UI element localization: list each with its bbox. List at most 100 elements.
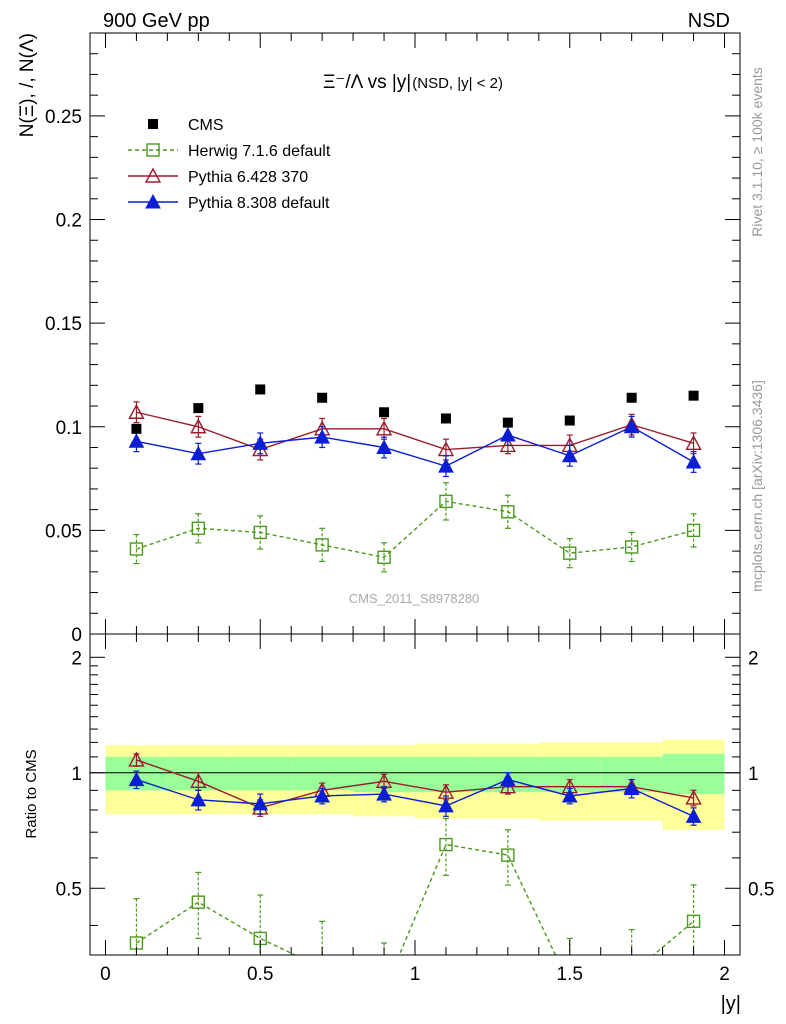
main-cms-point <box>440 413 451 424</box>
legend-marker <box>146 143 160 157</box>
ratio-pythia8-point <box>128 771 145 787</box>
ratio-herwig-point <box>626 967 638 979</box>
ratio-pythia8-point <box>376 786 392 801</box>
main-y-tick-label: 0.25 <box>45 107 82 128</box>
main-cms-point <box>193 403 204 414</box>
main-pythia6-point <box>685 434 702 451</box>
ratio-pythia8-line <box>136 778 694 817</box>
main-y-tick-label: 0.1 <box>56 418 82 439</box>
ratio-pythia6-line <box>136 759 694 809</box>
legend-marker <box>145 193 161 209</box>
plot-title-main: Ξ⁻/Λ vs |y| <box>323 72 411 93</box>
legend-marker <box>148 119 158 129</box>
ratio-band-inner <box>662 753 725 795</box>
ratio-pythia6-point <box>499 778 517 794</box>
main-pythia6-point <box>128 403 145 419</box>
main-y-tick-label: 0.15 <box>45 314 82 335</box>
plot-title: Ξ⁻/Λ vs |y|(NSD, |y| < 2) <box>323 72 503 93</box>
x-axis-label: |y| <box>721 993 741 1015</box>
main-pythia8-point <box>500 426 516 442</box>
legend-label: Herwig 7.1.6 default <box>188 143 331 160</box>
main-cms-series <box>131 384 699 434</box>
ratio-herwig-series <box>129 817 701 997</box>
main-herwig-point <box>191 521 206 536</box>
main-pythia8-point <box>128 433 145 448</box>
main-herwig-series <box>129 482 701 573</box>
legend-label: Pythia 6.428 370 <box>188 169 308 186</box>
ratio-x-tick-label: 2 <box>719 964 730 985</box>
ratio-pythia8-point <box>438 797 454 813</box>
main-cms-point <box>502 417 513 428</box>
main-cms-point <box>688 390 699 401</box>
ratio-herwig-point <box>501 848 515 862</box>
ratio-ticks <box>90 634 740 955</box>
rivet-label: Rivet 3.1.10, ≥ 100k events <box>749 67 765 237</box>
main-cms-point <box>317 392 328 403</box>
main-herwig-point <box>501 505 515 519</box>
ratio-y-tick-label-right: 1 <box>748 764 759 785</box>
main-y-tick-labels: 0 0.05 0.1 0.15 0.2 0.25 <box>45 107 82 646</box>
ratio-herwig-point <box>316 962 328 974</box>
main-herwig-point <box>439 494 453 509</box>
header-left: 900 GeV pp <box>103 10 210 32</box>
legend-item-herwig: Herwig 7.1.6 default <box>128 143 331 160</box>
svg-text:Ξ⁻/Λ vs |y|(NSD, |y| < 2): Ξ⁻/Λ vs |y|(NSD, |y| < 2) <box>323 72 503 93</box>
ratio-pythia6-point <box>190 772 207 789</box>
legend: CMS Herwig 7.1.6 default Pythia 6.428 370 P… <box>128 117 331 212</box>
ratio-pythia6-point <box>685 789 702 805</box>
ratio-y-tick-labels: 0.5 0.5 1 1 2 2 <box>56 648 775 900</box>
ratio-pythia8-point <box>561 787 578 803</box>
main-pythia8-point <box>376 439 392 454</box>
ratio-y-tick-label-right: 2 <box>748 648 759 669</box>
main-herwig-point <box>315 538 329 552</box>
main-pythia8-point <box>252 435 269 450</box>
ratio-y-axis-label: Ratio to CMS <box>23 749 40 838</box>
legend-label: Pythia 8.308 default <box>188 195 330 212</box>
ratio-x-tick-labels: 0 0.5 1 1.5 2 <box>100 964 730 985</box>
main-cms-point <box>255 384 266 395</box>
ratio-y-tick-label: 1 <box>71 764 82 785</box>
main-pythia6-point <box>375 420 393 436</box>
ratio-herwig-point <box>439 837 453 852</box>
ratio-y-tick-label: 0.5 <box>56 879 82 900</box>
main-ticks <box>90 33 740 635</box>
ratio-pythia8-point <box>190 791 207 807</box>
ratio-pythia8-point <box>623 780 640 795</box>
ratio-x-tick-label: 1.5 <box>557 964 583 985</box>
main-y-tick-label: 0 <box>71 625 82 646</box>
watermark: CMS_2011_S8978280 <box>349 591 480 606</box>
ratio-pythia8-point <box>685 808 702 823</box>
main-cms-point <box>131 423 142 434</box>
plot-title-sub: (NSD, |y| < 2) <box>412 75 503 92</box>
ratio-herwig-point <box>191 895 206 909</box>
ratio-herwig-point <box>378 985 390 997</box>
main-pythia8-point <box>314 429 330 444</box>
mcplots-label: mcplots.cern.ch [arXiv:1306.3436] <box>749 380 765 592</box>
main-herwig-line <box>136 500 694 559</box>
main-pythia8-point <box>561 447 578 463</box>
main-pythia6-line <box>136 411 694 451</box>
main-herwig-point <box>563 546 577 560</box>
ratio-pythia8-point <box>500 771 516 787</box>
main-pythia8-point <box>190 445 207 461</box>
legend-label: CMS <box>188 117 224 134</box>
main-series <box>128 384 702 573</box>
main-pythia6-point <box>499 436 517 453</box>
main-y-tick-label: 0.2 <box>56 211 82 232</box>
ratio-y-tick-label-right: 0.5 <box>748 879 774 900</box>
main-y-axis-label: N(Ξ), /, N(Λ) <box>17 33 38 137</box>
ratio-band-inner <box>229 756 292 791</box>
ratio-pythia8-point <box>252 795 269 811</box>
main-herwig-point <box>686 523 701 538</box>
ratio-panel: 0.5 0.5 1 1 2 2 0 0.5 1 1.5 2 Ratio to CMS |y| <box>23 633 775 1015</box>
ratio-herwig-point <box>686 914 701 929</box>
main-pythia8-point <box>685 453 702 469</box>
ratio-series <box>128 751 702 997</box>
main-pythia8-line <box>136 425 694 467</box>
ratio-y-tick-label: 2 <box>71 648 82 669</box>
main-herwig-point <box>129 542 144 556</box>
ratio-x-tick-label: 0.5 <box>247 964 273 985</box>
main-herwig-point <box>253 525 267 540</box>
legend-item-pythia6: Pythia 6.428 370 <box>128 167 308 186</box>
